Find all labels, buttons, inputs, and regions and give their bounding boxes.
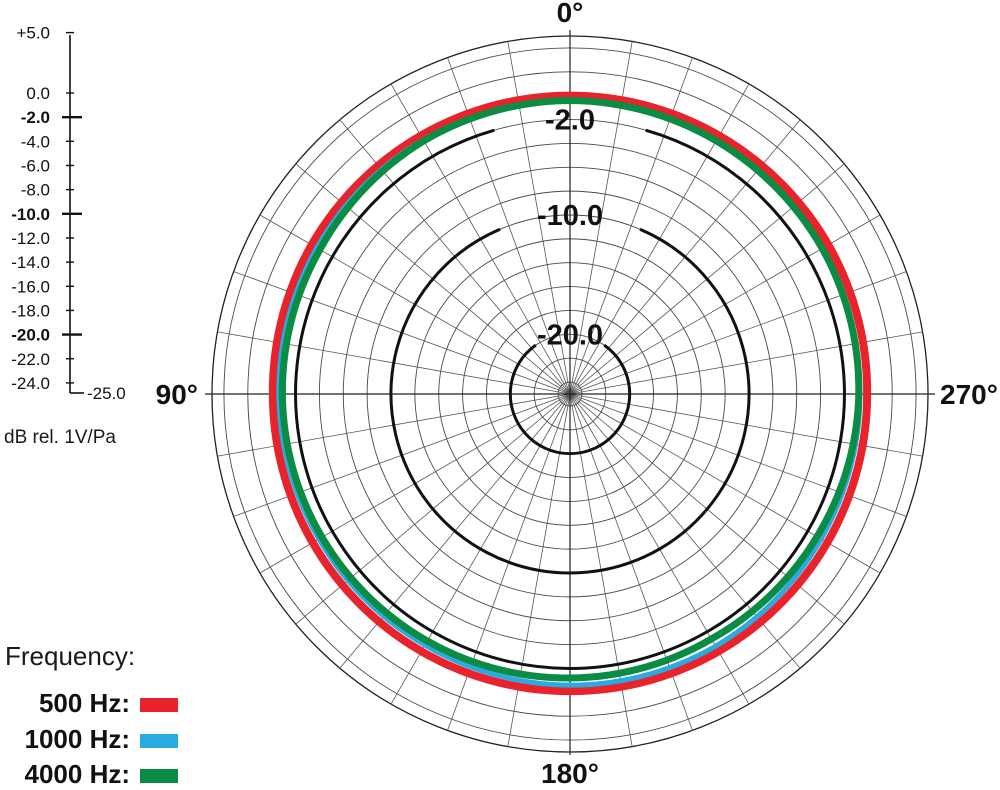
scale-tick-label: -22.0 [11, 350, 50, 369]
scale-tick-label: -24.0 [11, 374, 50, 393]
ring-labels: -2.0 -10.0 -20.0 [537, 105, 603, 352]
scale-tick-label: -25.0 [87, 384, 126, 403]
scale-tick-label: -8.0 [21, 181, 50, 200]
db-scale: +5.0 0.0 -2.0 -4.0 -6.0 -8.0 -10.0 -12.0 -14.0 -1… [11, 24, 126, 403]
angle-label: 270° [940, 379, 998, 410]
scale-tick-label: -10.0 [11, 205, 50, 224]
legend-item: 500 Hz: [0, 688, 182, 718]
reference-rings [294, 128, 846, 670]
angle-label: 0° [557, 0, 584, 28]
angle-label: 180° [541, 758, 599, 786]
series-line [278, 96, 863, 682]
scale-tick-label: 0.0 [26, 84, 50, 103]
scale-tick-label: -14.0 [11, 253, 50, 272]
legend-item: 4000 Hz: [0, 759, 182, 789]
legend-title: Frequency: [5, 641, 136, 671]
legend-swatch [140, 769, 178, 783]
scale-tick-label: +5.0 [16, 24, 50, 43]
angle-labels: 0° 90° 180° 270° [156, 0, 998, 786]
unit-label: dB rel. 1V/Pa [4, 427, 116, 448]
legend-label: 4000 Hz: [24, 759, 131, 789]
ring-label: -20.0 [537, 319, 603, 351]
scale-tick-label: -18.0 [11, 301, 50, 320]
series-line [268, 91, 872, 696]
legend-label: 500 Hz: [38, 688, 130, 718]
scale-tick-label: -16.0 [11, 277, 50, 296]
legend-swatch [140, 698, 178, 712]
scale-tick-label: -4.0 [21, 132, 50, 151]
legend-label: 1000 Hz: [24, 724, 131, 754]
ring-label: -2.0 [545, 105, 595, 137]
scale-tick-label: -20.0 [11, 326, 50, 345]
angle-label: 90° [156, 379, 198, 410]
reference-ring [389, 227, 751, 575]
scale-tick-label: -6.0 [21, 156, 50, 175]
ring-label: -10.0 [537, 200, 603, 232]
reference-ring [508, 343, 632, 456]
scale-tick-label: -2.0 [21, 108, 50, 127]
reference-ring [294, 128, 846, 670]
legend-swatch [140, 734, 178, 748]
polar-grid [205, 30, 935, 755]
series-group [268, 91, 872, 696]
legend-item: 1000 Hz: [0, 724, 182, 754]
scale-tick-label: -12.0 [11, 229, 50, 248]
